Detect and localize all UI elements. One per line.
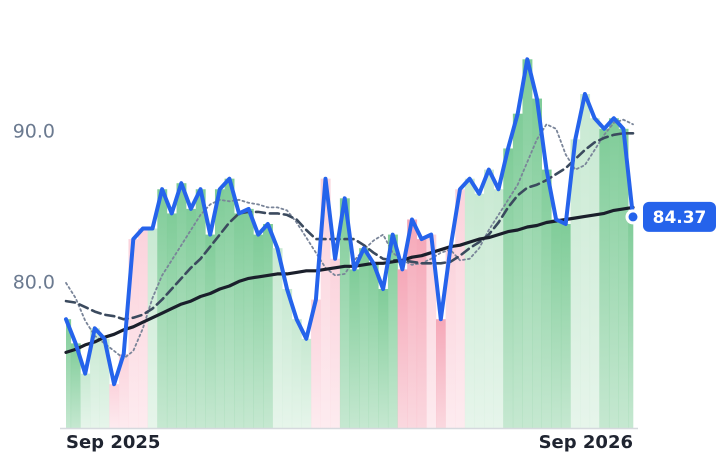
signal-bar: [416, 239, 427, 428]
signal-bar: [118, 353, 129, 428]
signal-bar: [628, 216, 634, 428]
signal-bar: [224, 178, 235, 428]
signal-bar: [426, 234, 437, 428]
y-tick-label: 90.0: [13, 120, 55, 142]
signal-bar: [387, 234, 398, 428]
signal-bar: [560, 224, 571, 428]
signal-bar: [147, 228, 158, 428]
signal-bar: [70, 343, 81, 428]
x-tick-label: Sep 2026: [539, 432, 633, 453]
signal-bar: [234, 213, 245, 428]
signal-bar: [445, 248, 456, 428]
signal-bar: [435, 319, 446, 428]
signal-bar: [166, 213, 177, 428]
signal-bar: [311, 299, 321, 428]
signal-bar: [580, 94, 591, 429]
signal-bar: [570, 139, 581, 428]
signal-bar: [599, 128, 610, 429]
last-value-label: 84.37: [653, 208, 707, 228]
signal-bar: [484, 169, 494, 428]
signal-bar: [503, 148, 514, 428]
signal-bar: [272, 248, 283, 428]
signal-bar: [157, 189, 168, 428]
signal-bar: [339, 198, 350, 428]
last-point: [625, 209, 641, 225]
signal-bar: [109, 384, 120, 428]
signal-bar: [378, 288, 389, 428]
signal-bar: [138, 228, 148, 428]
signal-bar: [186, 208, 197, 428]
signal-bar: [551, 219, 562, 428]
signal-bar: [90, 328, 100, 428]
signal-bar: [214, 189, 225, 428]
signal-bar: [243, 208, 254, 428]
signal-bar: [532, 98, 543, 429]
signal-bar: [205, 234, 216, 428]
signal-bar: [195, 189, 206, 428]
signal-bar: [291, 319, 302, 428]
signal-bar: [368, 263, 379, 428]
signal-bar: [263, 224, 273, 428]
signal-bar: [512, 113, 523, 428]
signal-bar: [359, 248, 370, 428]
signal-bar: [282, 288, 293, 428]
series-line: [64, 205, 635, 354]
signal-bar: [330, 258, 341, 428]
x-tick-label: Sep 2025: [66, 432, 160, 453]
signal-bar: [349, 269, 360, 428]
signal-bar: [589, 118, 600, 428]
y-tick-label: 80.0: [13, 271, 55, 293]
signal-bar: [608, 118, 619, 428]
signal-bar: [80, 373, 91, 428]
signal-bar: [320, 178, 331, 428]
signal-bar: [301, 338, 312, 428]
signal-bar: [541, 169, 552, 428]
series-line: [64, 57, 635, 387]
signal-bar: [474, 193, 485, 428]
signal-bar: [99, 338, 110, 428]
signal-bar: [618, 128, 629, 429]
signal-bar: [397, 269, 408, 428]
signal-bar: [407, 219, 418, 428]
signal-bar: [455, 189, 466, 428]
signal-bar: [253, 234, 264, 428]
signal-bar: [66, 319, 72, 428]
signal-bar: [493, 189, 504, 428]
signal-bar: [522, 59, 533, 429]
signal-bar: [128, 239, 139, 428]
signal-bar: [464, 178, 475, 428]
last-value-badge: [643, 201, 716, 232]
